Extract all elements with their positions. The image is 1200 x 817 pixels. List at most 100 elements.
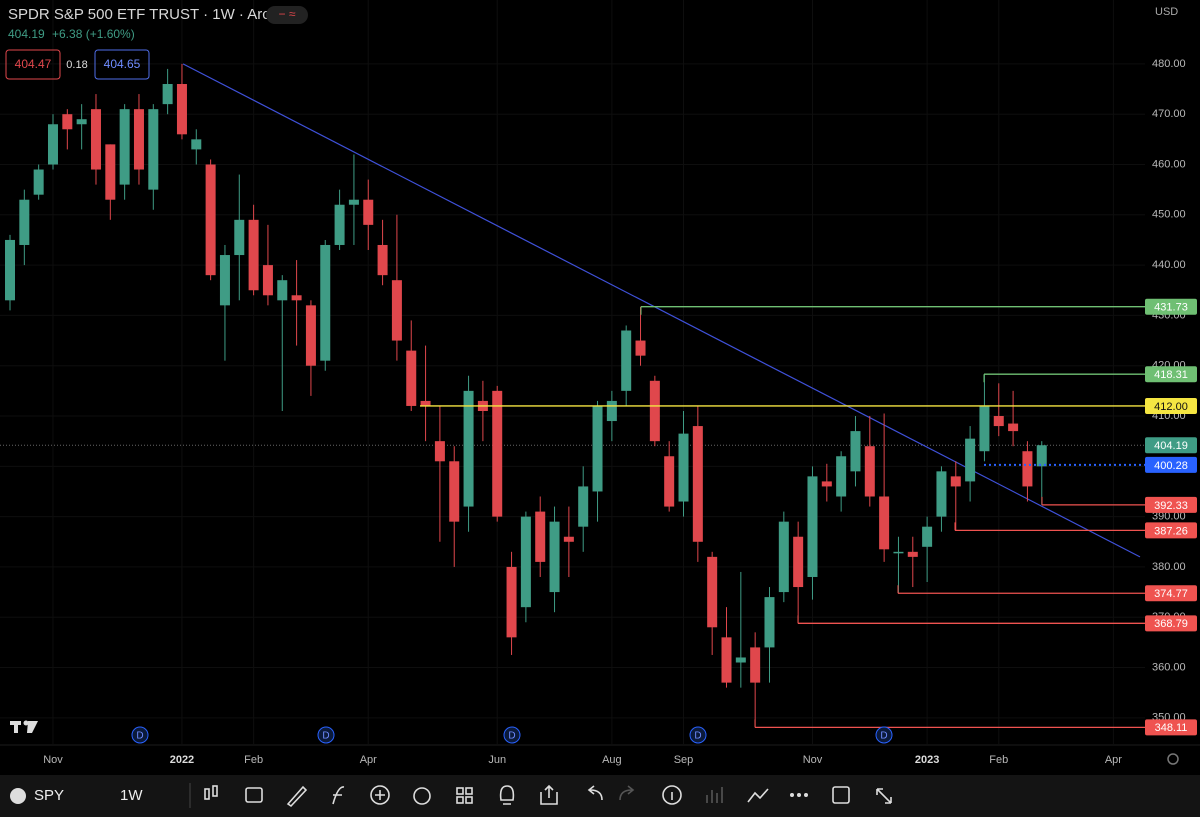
dividend-marker: [503, 726, 521, 744]
candle-body: [950, 476, 961, 487]
candle-body: [248, 219, 259, 291]
level-label: 400.28: [1154, 460, 1188, 472]
candle-body: [678, 433, 689, 502]
candle-body: [692, 426, 703, 542]
layout-icon[interactable]: [456, 787, 473, 804]
candle-body: [807, 476, 818, 577]
last-price: 404.19: [8, 27, 45, 41]
level-label-box: [1145, 585, 1197, 602]
dividend-label: D: [508, 731, 515, 742]
level-label: 374.77: [1154, 588, 1188, 600]
level-label-box: [1145, 366, 1197, 383]
candle-body: [5, 239, 15, 301]
settings-icon[interactable]: [1167, 753, 1179, 765]
compare-icon[interactable]: [747, 788, 769, 803]
ideas-icon[interactable]: [499, 785, 515, 805]
toolbar: [0, 775, 1200, 817]
candle-body: [191, 139, 202, 150]
last-price-label: 404.19: [1154, 440, 1188, 452]
ask: 404.65: [104, 57, 141, 71]
candle-body: [449, 461, 460, 522]
x-tick-label: Apr: [360, 754, 377, 766]
level-label: 412.00: [1154, 401, 1188, 413]
alert-icon[interactable]: [413, 787, 431, 805]
expand-icon[interactable]: [876, 788, 892, 804]
candle-body: [90, 109, 101, 170]
add-plus: [375, 790, 385, 800]
candle-body: [621, 330, 632, 391]
dividend-label: D: [880, 731, 887, 742]
level-label: 368.79: [1154, 618, 1188, 630]
candle-body: [750, 647, 761, 683]
candle-body: [664, 456, 675, 507]
dividend-marker: [317, 726, 335, 744]
candle-body: [778, 521, 789, 593]
bid: 404.47: [15, 57, 52, 71]
toolbar-interval[interactable]: 1W: [120, 787, 143, 804]
level-label: 431.73: [1154, 302, 1188, 314]
toolbar-symbol[interactable]: SPY: [34, 787, 64, 804]
dividend-marker: [131, 726, 149, 744]
x-tick-label: 2022: [170, 754, 194, 766]
candle-body: [506, 566, 517, 638]
symbol-title[interactable]: SPDR S&P 500 ETF TRUST · 1W · Arca: [8, 6, 279, 23]
candle-body: [635, 340, 646, 356]
symbol-logo: [10, 788, 26, 804]
x-tick-label: Aug: [602, 754, 622, 766]
axis-panel: [1145, 0, 1200, 775]
candle-body: [793, 536, 804, 588]
candle-body: [133, 109, 144, 170]
candle-body: [707, 556, 718, 628]
currency[interactable]: USD: [1155, 6, 1178, 18]
candle-body: [563, 536, 574, 542]
level-label-box: [1145, 456, 1197, 473]
draw-icon[interactable]: [286, 785, 308, 808]
share-icon[interactable]: [540, 784, 558, 805]
candle-body: [1022, 451, 1033, 487]
dividend-marker: [689, 726, 707, 744]
candle-body: [420, 400, 431, 406]
candle-body: [334, 204, 345, 245]
candle-body: [965, 438, 976, 482]
tv-logo: [10, 720, 38, 733]
volume-icon[interactable]: [706, 787, 723, 803]
ask-box[interactable]: [94, 49, 150, 80]
candle-body: [879, 496, 890, 550]
level-label: 387.26: [1154, 525, 1188, 537]
level-label: 348.11: [1155, 722, 1188, 734]
y-tick-label: 360.00: [1152, 661, 1186, 673]
x-tick-label: Apr: [1105, 754, 1122, 766]
candle-body: [305, 305, 316, 366]
candle-body: [33, 169, 44, 195]
redo-icon[interactable]: [619, 785, 635, 801]
candle-body: [1036, 445, 1047, 467]
candle-body: [377, 244, 388, 276]
alert-pill[interactable]: [266, 6, 308, 24]
candle-body: [291, 295, 302, 301]
fullscreen-icon[interactable]: [832, 786, 850, 804]
candle-body: [721, 637, 732, 683]
candle-body: [850, 431, 861, 472]
undo-icon[interactable]: [587, 785, 603, 801]
more-icon[interactable]: [790, 793, 808, 797]
candle-body: [649, 380, 660, 442]
candle-body: [936, 471, 947, 517]
candle-body: [821, 481, 832, 487]
level-label: 392.33: [1154, 500, 1188, 512]
y-tick-label: 380.00: [1152, 561, 1186, 573]
candle-body: [176, 84, 187, 135]
candle-body: [62, 114, 73, 130]
indicator-icon[interactable]: [332, 786, 345, 805]
replay-icon[interactable]: [245, 787, 263, 803]
y-tick-label: 440.00: [1152, 259, 1186, 271]
candle-body: [907, 551, 918, 557]
plot: 350.00360.00370.00380.00390.00400.00410.…: [0, 0, 1200, 775]
x-tick-label: Feb: [244, 754, 263, 766]
level-label-box: [1145, 719, 1197, 736]
bid-box[interactable]: [5, 49, 61, 80]
candle-body: [520, 516, 531, 608]
candles-icon[interactable]: [204, 785, 218, 800]
add-icon[interactable]: [370, 785, 390, 805]
info-icon[interactable]: [662, 785, 682, 805]
candle-body: [205, 164, 216, 276]
